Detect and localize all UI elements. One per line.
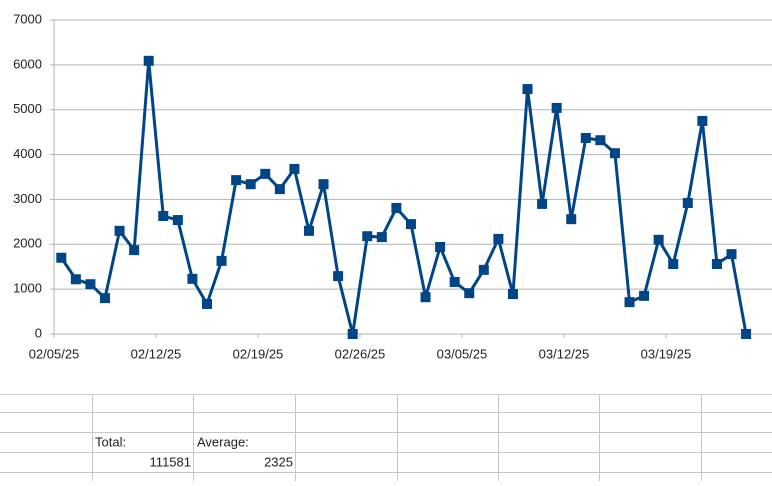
x-tick-label: 03/19/25	[641, 346, 692, 361]
point-marker	[668, 259, 679, 270]
point-marker	[318, 179, 329, 190]
point-marker	[741, 329, 752, 339]
chart: 0 1000 2000 3000 4000 5000 6000 7000 02/05/25 02/…	[13, 11, 772, 361]
point-marker	[143, 55, 154, 66]
point-marker	[245, 179, 256, 190]
point-marker	[507, 289, 518, 300]
point-marker	[580, 132, 591, 143]
point-marker	[711, 259, 722, 270]
point-marker	[99, 293, 110, 304]
point-marker	[129, 245, 140, 256]
point-marker	[362, 231, 373, 242]
y-tick-label: 0	[35, 325, 42, 340]
point-marker	[347, 329, 358, 339]
point-marker	[682, 198, 693, 209]
cell-number: 2325	[264, 454, 293, 469]
point-marker	[566, 214, 577, 225]
sheet-grid	[0, 394, 772, 481]
point-marker	[609, 148, 620, 159]
point-marker	[260, 168, 271, 179]
point-marker	[56, 252, 67, 263]
y-tick-label: 3000	[13, 191, 42, 206]
point-marker	[435, 241, 446, 252]
y-tick-label: 1000	[13, 281, 42, 296]
point-marker	[493, 233, 504, 244]
y-tick-label: 4000	[13, 146, 42, 161]
x-tick-label: 02/19/25	[233, 346, 284, 361]
point-marker	[201, 298, 212, 309]
x-tick-label: 03/12/25	[539, 346, 590, 361]
point-marker	[595, 135, 606, 146]
point-marker	[478, 264, 489, 275]
point-marker	[639, 290, 650, 301]
point-marker	[522, 84, 533, 95]
point-marker	[289, 163, 300, 174]
point-marker	[85, 279, 96, 290]
point-marker	[697, 115, 708, 126]
y-tick-label: 6000	[13, 56, 42, 71]
point-marker	[653, 234, 664, 245]
point-marker	[158, 211, 169, 222]
point-marker	[187, 273, 198, 284]
x-tick-label: 03/05/25	[437, 346, 488, 361]
point-marker	[172, 215, 183, 226]
y-tick-label: 7000	[13, 11, 42, 26]
point-marker	[114, 225, 125, 236]
point-marker	[464, 288, 475, 299]
point-marker	[391, 202, 402, 213]
point-marker	[70, 274, 81, 285]
cell-number: 111581	[150, 454, 191, 469]
y-tick-label: 2000	[13, 236, 42, 251]
point-marker	[624, 297, 635, 308]
point-marker	[274, 184, 285, 195]
x-tick-label: 02/05/25	[29, 346, 80, 361]
point-marker	[449, 276, 460, 287]
point-marker	[333, 271, 344, 282]
point-marker	[216, 255, 227, 266]
point-marker	[376, 232, 387, 243]
point-marker	[726, 249, 737, 260]
point-marker	[420, 292, 431, 303]
x-tick-label: 02/26/25	[335, 346, 386, 361]
point-marker	[551, 102, 562, 113]
x-tick-label: 02/12/25	[131, 346, 182, 361]
cell-text: Average:	[197, 434, 249, 449]
cell-text: Total:	[95, 434, 126, 449]
point-marker	[405, 219, 416, 230]
y-tick-label: 5000	[13, 101, 42, 116]
point-marker	[303, 225, 314, 236]
point-marker	[231, 175, 242, 186]
point-marker	[537, 198, 548, 209]
